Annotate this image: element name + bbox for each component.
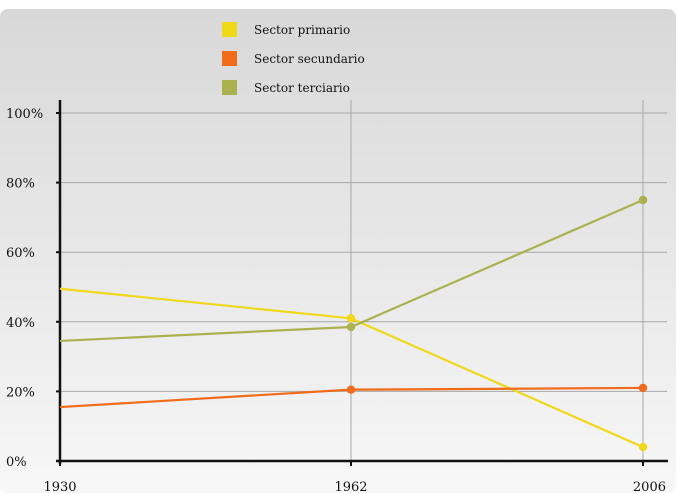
series-point-1 — [346, 314, 356, 323]
y-tick-label: 40% — [6, 316, 35, 331]
series-point-2 — [346, 385, 356, 394]
y-tick-label: 80% — [6, 177, 35, 192]
x-tick-label: 1930 — [43, 480, 76, 493]
y-tick-label: 100% — [6, 107, 43, 122]
legend-swatch-2 — [222, 51, 237, 66]
y-tick-label: 20% — [6, 385, 35, 400]
legend-label-2: Sector secundario — [254, 52, 365, 66]
series-point-1 — [638, 442, 648, 452]
legend: Sector primario Sector secundario Sector t… — [222, 22, 365, 95]
y-tick-label: 0% — [6, 455, 27, 470]
legend-label-1: Sector primario — [254, 23, 350, 37]
series-point-2 — [638, 383, 648, 393]
tick-labels: 0% 20% 40% 60% 80% 100% 1930 1962 2006 — [6, 107, 666, 493]
x-tick-label: 1962 — [334, 480, 367, 493]
series-point-3 — [638, 195, 648, 205]
series-group — [59, 195, 648, 452]
series-point-3 — [346, 322, 356, 332]
legend-swatch-3 — [222, 80, 237, 95]
legend-label-3: Sector terciario — [254, 81, 350, 95]
chart-background — [0, 9, 676, 493]
y-tick-label: 60% — [6, 246, 35, 261]
x-tick-label: 2006 — [633, 480, 666, 493]
legend-swatch-1 — [222, 22, 237, 37]
axes — [56, 100, 668, 466]
